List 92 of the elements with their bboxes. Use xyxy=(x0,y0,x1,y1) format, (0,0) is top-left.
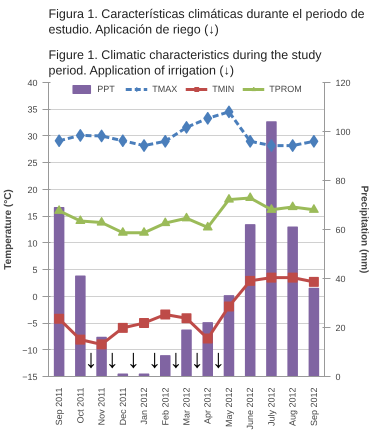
bar xyxy=(181,329,192,376)
point xyxy=(54,314,64,324)
y-tick-label: 20 xyxy=(27,184,38,195)
point xyxy=(224,194,234,203)
point xyxy=(118,227,128,236)
annotation: ↓ xyxy=(126,344,140,374)
chart-subtitle: Figure 1. Climatic characteristics during the study period. Application of irrigation (↓) xyxy=(48,48,322,78)
point xyxy=(140,139,149,152)
point xyxy=(288,272,298,283)
x-tick-label: Mar 2012 xyxy=(182,387,192,426)
x-tick-label: Dec 2011 xyxy=(118,388,128,426)
point xyxy=(182,212,192,222)
annotation: ↓ xyxy=(106,344,119,374)
y-tick-label: 35 xyxy=(27,104,38,115)
point xyxy=(245,276,256,286)
y2-tick-label: 100 xyxy=(336,127,351,137)
point xyxy=(309,134,318,148)
point xyxy=(266,204,276,213)
x-tick-label: May 2012 xyxy=(224,387,234,428)
y2-tick-label: 120 xyxy=(336,78,351,88)
chart-title: Figura 1. Características climáticas durante el periodo de estudio. Aplicación de riego (↓) xyxy=(48,7,365,36)
point xyxy=(160,309,170,320)
point xyxy=(118,134,128,148)
x-tick-label: Nov 2011 xyxy=(96,388,107,426)
x-tick-label: Aug 2012 xyxy=(288,387,298,426)
x-tick-label: Oct 2011 xyxy=(75,387,86,424)
point xyxy=(54,205,64,214)
y2-tick-label: 40 xyxy=(336,274,346,284)
bar xyxy=(266,121,277,376)
point xyxy=(308,204,319,213)
x-tick-label: Apr 2012 xyxy=(202,387,213,424)
point xyxy=(139,318,150,328)
point xyxy=(160,217,170,226)
x-tick-label: July 2012 xyxy=(266,387,276,426)
annotation: ↓ xyxy=(148,344,162,374)
y2-axis-title: Precipitation (mm) xyxy=(358,186,370,274)
point xyxy=(308,276,319,287)
y-tick-label: 10 xyxy=(27,238,38,248)
x-tick-label: Sep 2011 xyxy=(54,387,64,426)
y-tick-label: 40 xyxy=(27,78,38,88)
y-tick-label: 5 xyxy=(32,265,38,276)
bar xyxy=(287,226,298,376)
legend-label: TPROM xyxy=(269,84,302,94)
point xyxy=(202,334,213,344)
point xyxy=(224,105,234,118)
point xyxy=(202,222,213,230)
point xyxy=(224,301,234,312)
point xyxy=(139,227,150,236)
annotation: ↓ xyxy=(190,344,204,374)
point xyxy=(266,272,276,283)
x-tick-label: Sep 2012 xyxy=(308,387,319,426)
y-axis-title: Temperature (°C) xyxy=(3,189,14,270)
point xyxy=(96,216,107,226)
y-tick-label: 25 xyxy=(27,158,38,168)
annotation: ↓ xyxy=(84,344,98,374)
bar xyxy=(244,224,256,376)
point xyxy=(182,313,192,324)
point xyxy=(96,339,107,350)
y-tick-label: 0 xyxy=(32,292,38,302)
point xyxy=(288,201,298,210)
annotation: ↓ xyxy=(212,344,225,374)
y-tick-label: −5 xyxy=(27,318,38,329)
point xyxy=(97,129,106,142)
point xyxy=(266,139,276,152)
point xyxy=(75,334,86,345)
bar xyxy=(75,276,86,376)
y-tick-label: −10 xyxy=(22,345,38,356)
y2-tick-label: 0 xyxy=(336,372,341,382)
y-tick-label: −15 xyxy=(22,372,38,382)
y2-tick-label: 80 xyxy=(336,176,346,186)
x-tick-label: Feb 2012 xyxy=(160,388,170,426)
y2-tick-label: 60 xyxy=(336,225,346,235)
point xyxy=(76,128,85,142)
point xyxy=(54,134,64,148)
x-tick-label: June 2012 xyxy=(245,387,256,430)
point xyxy=(246,134,255,148)
legend-label: PPT xyxy=(97,84,116,94)
legend-label: TMIN xyxy=(212,84,234,94)
annotation: ↓ xyxy=(169,344,182,374)
point xyxy=(288,139,298,152)
point xyxy=(118,322,128,333)
point xyxy=(203,112,212,125)
y-tick-label: 15 xyxy=(27,212,38,222)
bar xyxy=(308,288,320,376)
legend-label: TMAX xyxy=(152,84,178,94)
point xyxy=(160,134,170,148)
x-tick-label: Jan 2012 xyxy=(139,387,150,425)
point xyxy=(245,192,256,202)
bar xyxy=(160,355,171,376)
y-tick-label: 30 xyxy=(27,131,38,142)
point xyxy=(75,215,86,224)
y2-tick-label: 20 xyxy=(336,323,346,333)
